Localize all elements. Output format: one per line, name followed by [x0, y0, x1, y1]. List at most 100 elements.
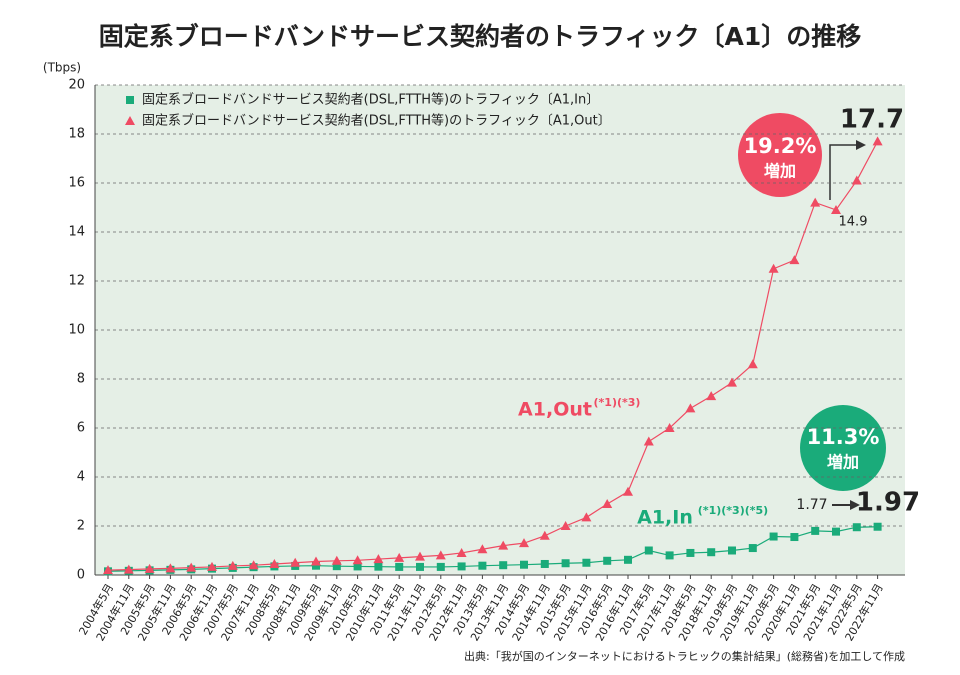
data-point [790, 533, 799, 542]
data-point [126, 96, 134, 104]
data-point [103, 565, 113, 575]
data-point [810, 197, 821, 207]
data-point [707, 548, 716, 557]
y-tick-label: 14 [68, 225, 85, 240]
data-point [331, 555, 342, 565]
data-point [851, 175, 862, 185]
annotation: 14.9 [839, 215, 868, 230]
arrow-head [856, 140, 866, 150]
data-point [602, 498, 613, 508]
annotation: 19.2% [744, 134, 817, 158]
data-point [374, 562, 383, 571]
data-point [248, 560, 259, 570]
data-point [728, 546, 736, 555]
y-tick-label: 0 [77, 568, 85, 583]
y-tick-label: 4 [77, 470, 85, 485]
data-point [872, 136, 883, 146]
data-point [727, 377, 737, 387]
data-point [789, 255, 800, 265]
y-unit: (Tbps) [43, 61, 81, 75]
data-point [436, 562, 445, 571]
data-point [478, 561, 487, 570]
data-point [706, 391, 717, 401]
y-tick-label: 18 [68, 127, 85, 142]
data-point [435, 550, 446, 560]
data-point [520, 560, 528, 569]
data-point [395, 562, 404, 571]
legend-label: 固定系ブロードバンドサービス契約者(DSL,FTTH等)のトラフィック〔A1,I… [142, 92, 599, 108]
growth-bubble [738, 113, 822, 197]
annotation: (*1)(*3) [594, 396, 641, 409]
data-point [873, 522, 882, 531]
data-point [353, 562, 362, 571]
data-point [685, 403, 696, 413]
source-note: 出典:「我が国のインターネットにおけるトラヒックの集計結果」(総務省)を加工して… [464, 649, 905, 663]
y-tick-label: 20 [68, 78, 85, 93]
data-point [582, 558, 591, 567]
data-point [623, 486, 633, 496]
annotation: 増加 [827, 453, 859, 472]
data-point [581, 512, 592, 522]
data-point [227, 560, 238, 570]
data-point [394, 552, 405, 562]
data-point [125, 116, 135, 125]
data-point [144, 563, 155, 573]
annotation: A1,In [637, 507, 693, 529]
y-tick-label: 6 [77, 421, 85, 436]
arrow [829, 144, 858, 200]
data-point [290, 557, 301, 567]
data-point [123, 564, 134, 574]
data-point [456, 547, 467, 557]
y-tick-label: 12 [68, 274, 85, 289]
data-point [207, 561, 217, 571]
data-point [768, 263, 779, 273]
data-point [269, 558, 280, 568]
data-point [311, 556, 321, 566]
legend-label: 固定系ブロードバンドサービス契約者(DSL,FTTH等)のトラフィック〔A1,O… [142, 113, 611, 129]
data-point [373, 554, 384, 564]
annotation: 1.97 [856, 488, 920, 518]
annotation: 11.3% [807, 425, 880, 449]
data-point [540, 559, 549, 568]
y-tick-label: 16 [68, 176, 85, 191]
data-point [561, 559, 570, 568]
data-point [519, 538, 529, 548]
y-tick-label: 2 [77, 519, 85, 534]
data-point [477, 544, 488, 554]
data-point [186, 562, 197, 572]
data-point [747, 359, 758, 369]
data-point [165, 563, 176, 573]
data-point [560, 521, 571, 530]
data-point [852, 523, 861, 532]
data-point [832, 527, 840, 536]
chart-title: 固定系ブロードバンドサービス契約者のトラフィック〔A1〕の推移 [99, 22, 862, 51]
y-tick-label: 10 [68, 323, 85, 338]
annotation: (*1)(*3)(*5) [698, 504, 768, 517]
annotation: 増加 [764, 162, 796, 181]
data-point [811, 526, 820, 535]
data-point [624, 555, 632, 564]
data-point [665, 551, 674, 560]
data-point [312, 561, 320, 570]
annotation: 1.77 [796, 497, 827, 513]
data-point [644, 546, 653, 555]
data-point [415, 551, 425, 561]
data-point [498, 540, 509, 550]
data-point [332, 562, 341, 571]
annotation: A1,Out [518, 399, 592, 421]
data-point [352, 555, 363, 565]
data-point [748, 544, 757, 553]
data-point [686, 548, 695, 557]
data-point [457, 562, 466, 571]
growth-bubble [800, 405, 886, 491]
data-point [416, 562, 424, 571]
data-point [664, 423, 675, 432]
arrow-head [850, 500, 860, 510]
data-point [643, 436, 654, 446]
data-point [603, 556, 612, 565]
data-point [539, 530, 550, 540]
annotation: 17.7 [840, 105, 904, 135]
data-point [769, 532, 778, 541]
data-point [499, 561, 508, 570]
